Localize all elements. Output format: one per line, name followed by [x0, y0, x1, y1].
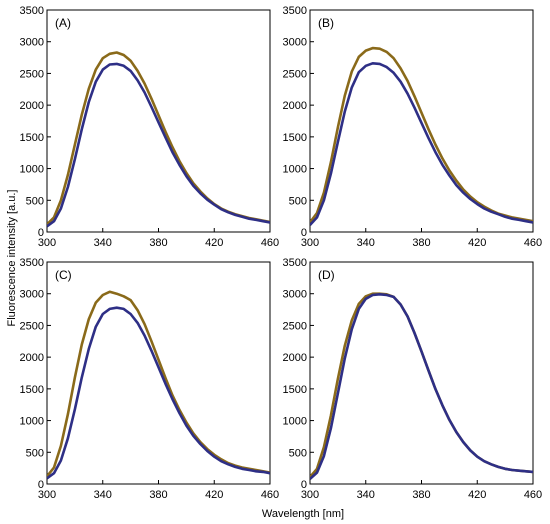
- panel-c: 0 500 1000 1500 2000 2500 3000 3500 300 340 380 420…: [20, 257, 280, 501]
- y-tick-label: 3000: [283, 37, 307, 49]
- y-tick-label: 1000: [283, 164, 307, 176]
- y-tick-label: 3500: [283, 5, 307, 17]
- x-tick-label: 340: [357, 237, 375, 249]
- panel-label: (D): [318, 268, 335, 282]
- series-line-2: [310, 292, 533, 480]
- y-tick-label: 1500: [20, 384, 44, 396]
- series-line-1: [310, 46, 533, 224]
- x-tick-label: 380: [412, 489, 430, 501]
- series-line-2: [310, 61, 533, 226]
- y-tick-label: 3000: [20, 289, 44, 301]
- y-tick-label: 0: [301, 227, 307, 239]
- x-tick-label: 300: [38, 237, 56, 249]
- y-tick-label: 3000: [20, 37, 44, 49]
- y-tick-label: 0: [301, 479, 307, 491]
- y-tick-label: 500: [289, 447, 307, 459]
- x-tick-label: 300: [301, 237, 319, 249]
- y-tick-label: 0: [38, 479, 44, 491]
- y-tick-label: 2500: [20, 320, 44, 332]
- x-tick-label: 460: [524, 489, 542, 501]
- y-tick-label: 1000: [20, 164, 44, 176]
- series-line-1: [310, 292, 533, 478]
- x-tick-label: 300: [301, 489, 319, 501]
- y-tick-label: 2000: [283, 100, 307, 112]
- panel-a: 0 500 1000 1500 2000 2500 3000 3500 300 340 380 420…: [20, 5, 280, 249]
- y-tick-label: 1500: [283, 384, 307, 396]
- plot-frame: [46, 261, 271, 485]
- panel-label: (C): [55, 268, 72, 282]
- y-tick-label: 500: [26, 447, 44, 459]
- x-tick-label: 340: [94, 489, 112, 501]
- y-tick-label: 2500: [20, 68, 44, 80]
- panel-d: 0 500 1000 1500 2000 2500 3000 3500 300 340 380 420…: [283, 257, 543, 501]
- x-tick-label: 460: [261, 489, 279, 501]
- x-axis-label: Wavelength [nm]: [262, 508, 344, 520]
- plot-frame: [309, 261, 534, 485]
- x-tick-label: 460: [524, 237, 542, 249]
- x-tick-label: 420: [468, 489, 486, 501]
- y-tick-label: 0: [38, 227, 44, 239]
- y-tick-label: 1500: [283, 132, 307, 144]
- x-tick-label: 340: [94, 237, 112, 249]
- x-tick-label: 420: [205, 237, 223, 249]
- y-tick-label: 1500: [20, 132, 44, 144]
- x-tick-label: 300: [38, 489, 56, 501]
- y-tick-label: 500: [289, 195, 307, 207]
- y-tick-label: 2000: [20, 100, 44, 112]
- y-tick-label: 2500: [283, 320, 307, 332]
- y-tick-label: 2500: [283, 68, 307, 80]
- x-tick-label: 380: [149, 237, 167, 249]
- x-tick-label: 340: [357, 489, 375, 501]
- x-tick-label: 380: [149, 489, 167, 501]
- panel-b: 0 500 1000 1500 2000 2500 3000 3500 300 340 380 420…: [283, 5, 543, 249]
- y-tick-label: 500: [26, 195, 44, 207]
- y-axis-label: Fluorescence intensity [a.u.]: [6, 190, 18, 327]
- panel-label: (B): [318, 16, 334, 30]
- y-tick-label: 2000: [20, 352, 44, 364]
- x-tick-label: 380: [412, 237, 430, 249]
- y-tick-label: 3500: [20, 257, 44, 269]
- series-line-2: [47, 62, 270, 228]
- x-tick-label: 420: [205, 489, 223, 501]
- y-tick-label: 3500: [283, 257, 307, 269]
- y-tick-label: 2000: [283, 352, 307, 364]
- y-tick-label: 1000: [283, 416, 307, 428]
- y-tick-label: 3000: [283, 289, 307, 301]
- y-tick-label: 1000: [20, 416, 44, 428]
- y-tick-label: 3500: [20, 5, 44, 17]
- x-tick-label: 460: [261, 237, 279, 249]
- series-line-2: [47, 306, 270, 480]
- panel-label: (A): [55, 16, 71, 30]
- x-tick-label: 420: [468, 237, 486, 249]
